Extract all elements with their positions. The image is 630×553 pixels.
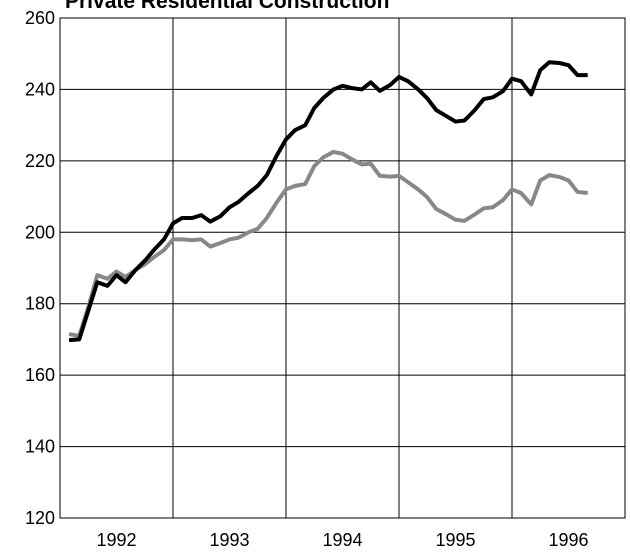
y-tick-label: 120 [25,508,55,528]
x-tick-label: 1996 [548,530,588,550]
y-tick-label: 240 [25,79,55,99]
y-tick-label: 160 [25,365,55,385]
y-tick-label: 220 [25,151,55,171]
x-tick-label: 1992 [96,530,136,550]
y-tick-label: 180 [25,294,55,314]
x-tick-label: 1995 [435,530,475,550]
line-series [68,60,588,343]
y-tick-label: 140 [25,437,55,457]
line-series [68,149,588,338]
x-tick-label: 1994 [322,530,362,550]
chart-title: Private Residential Construction [65,0,389,13]
plot-frame [59,17,626,519]
y-tick-label: 200 [25,222,55,242]
x-tick-label: 1993 [209,530,249,550]
y-tick-label: 260 [25,8,55,28]
